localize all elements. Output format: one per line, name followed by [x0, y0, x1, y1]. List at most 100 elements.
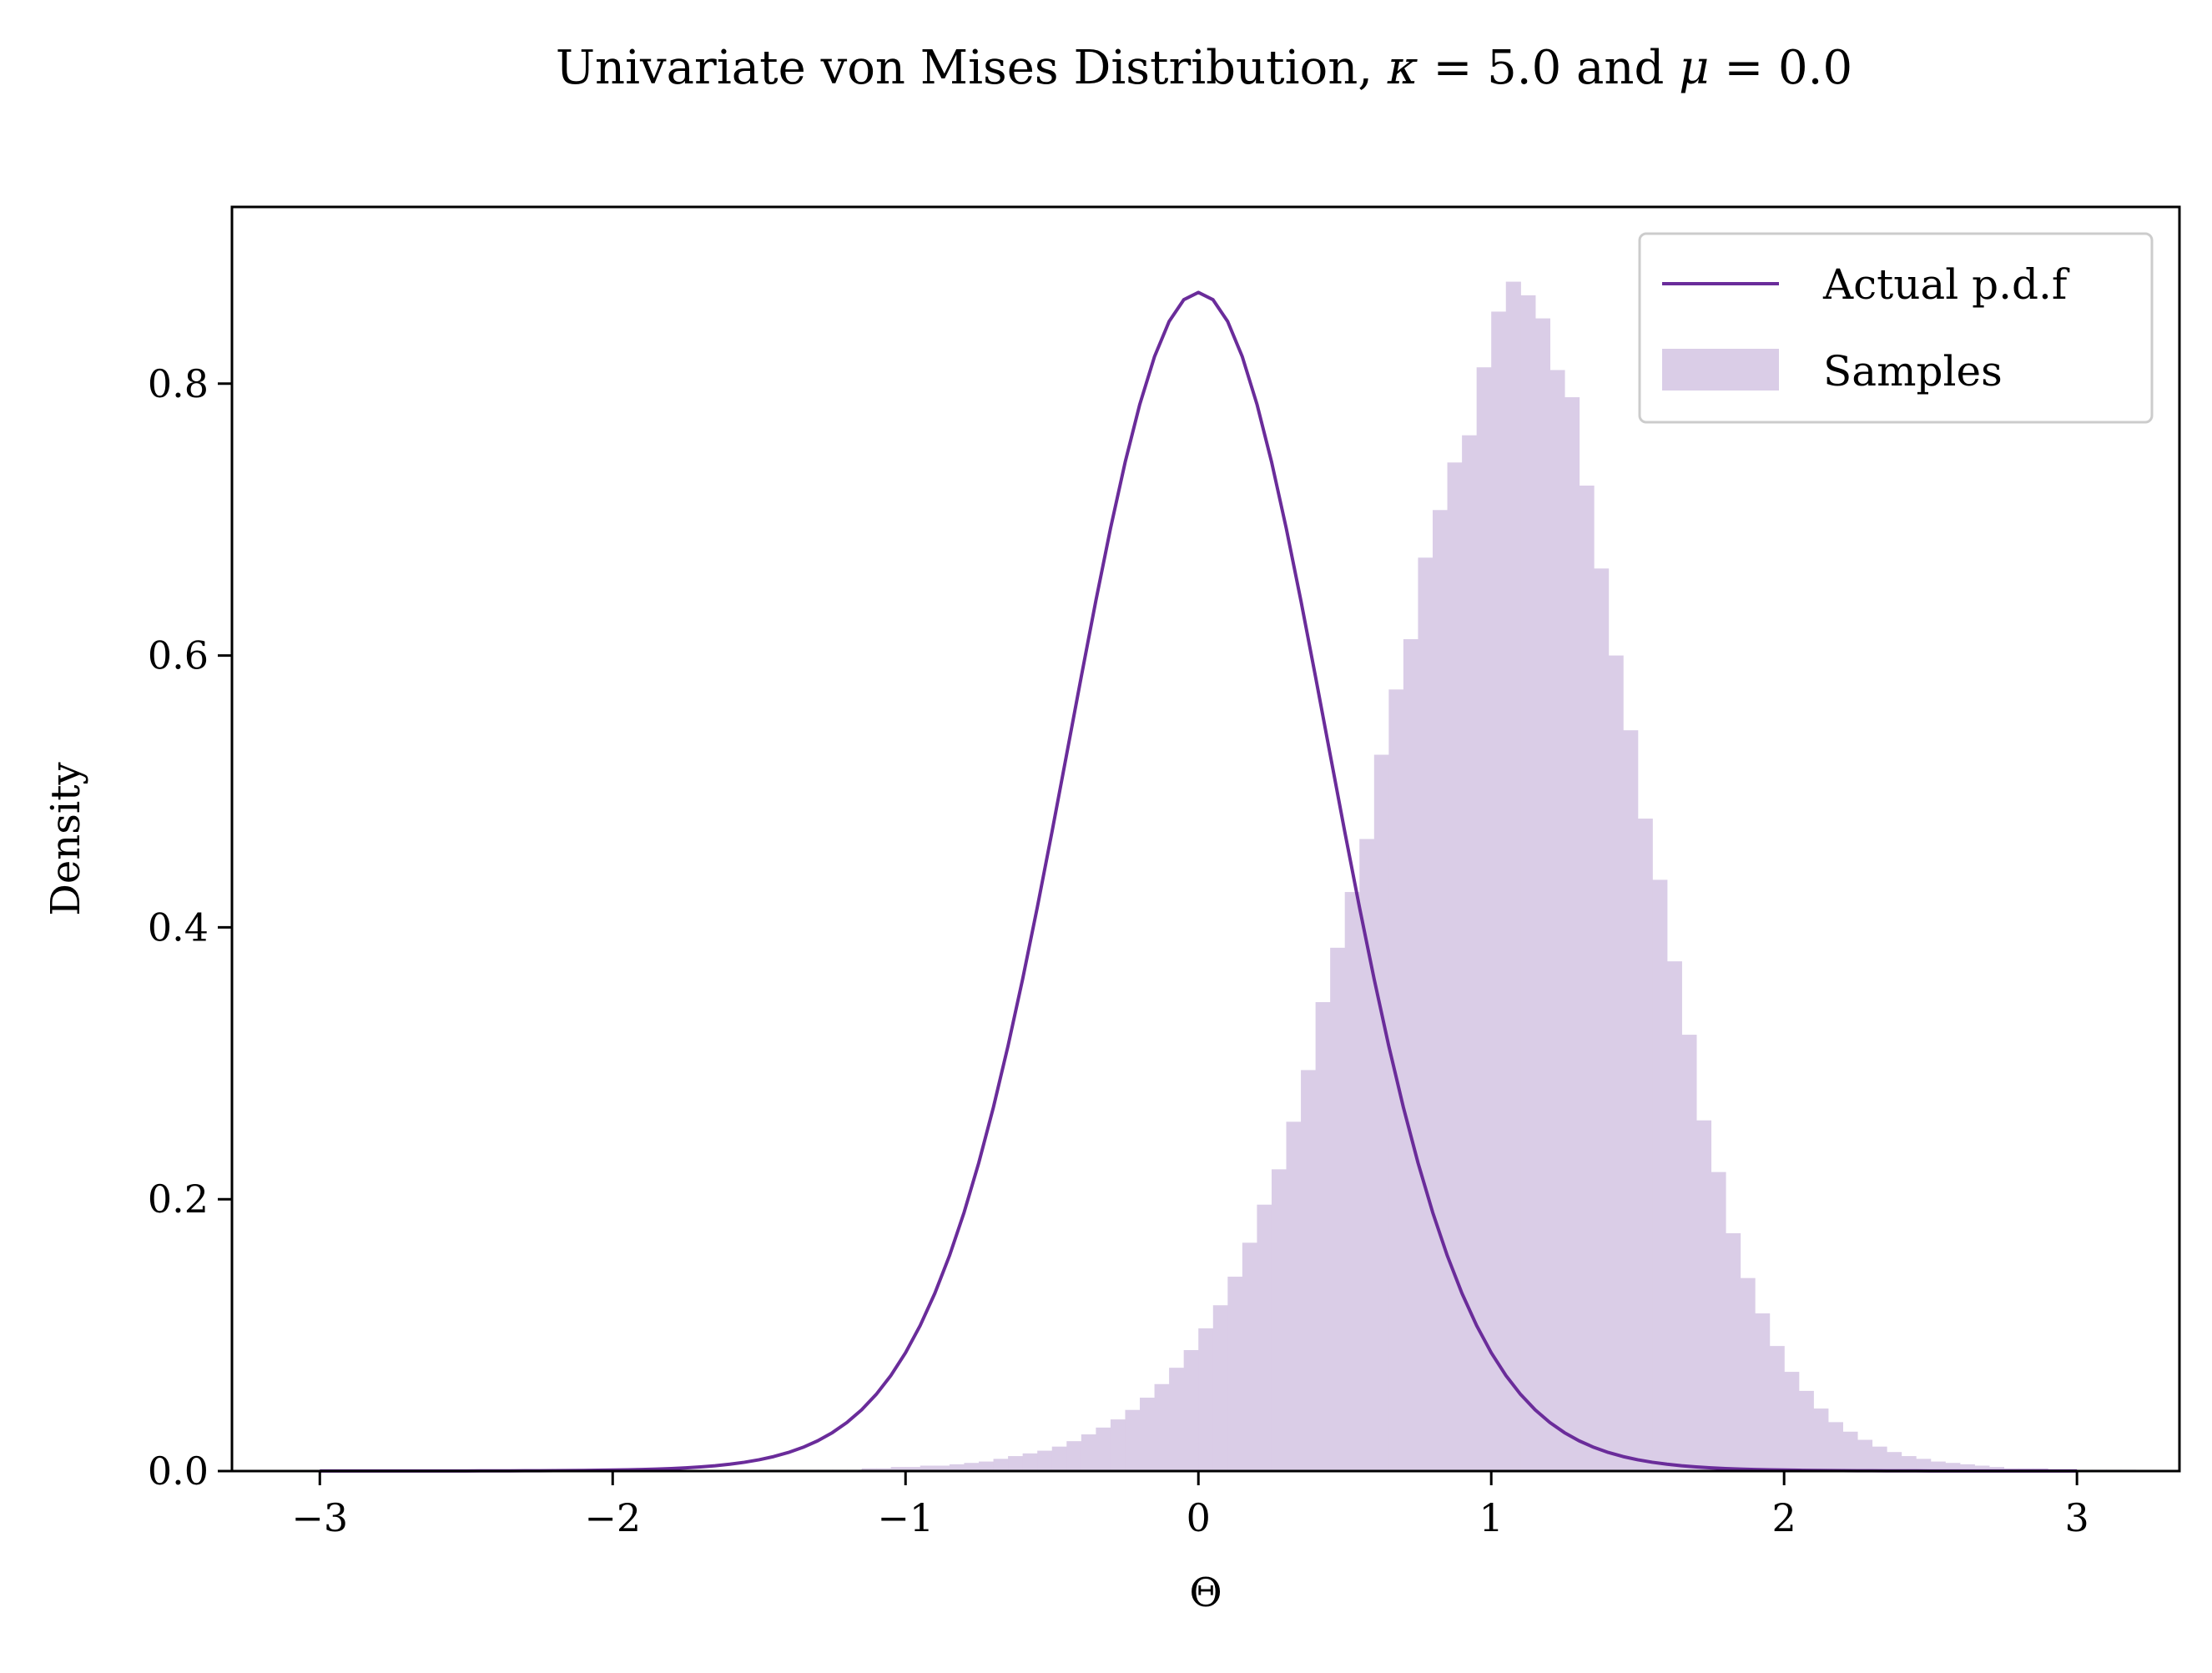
histogram-bar — [1140, 1398, 1156, 1471]
histogram-bar — [1008, 1456, 1024, 1471]
x-tick-label: −1 — [877, 1495, 934, 1540]
histogram-bar — [1330, 947, 1346, 1471]
histogram-bar — [1901, 1456, 1917, 1471]
title-kappa-symbol: κ — [1387, 41, 1418, 95]
y-tick-label: 0.8 — [148, 361, 209, 406]
histogram-bar — [993, 1459, 1009, 1471]
histogram-bar — [1462, 435, 1478, 1471]
histogram-bar — [1725, 1232, 1741, 1471]
histogram-bar — [1872, 1446, 1887, 1471]
histogram-bar — [1959, 1464, 1975, 1471]
title-kappa-value: = 5.0 and — [1418, 41, 1679, 95]
histogram-bar — [1505, 281, 1521, 1471]
histogram-bar — [1579, 485, 1595, 1471]
histogram-bar — [1974, 1465, 1990, 1471]
histogram-bar — [1930, 1461, 1946, 1471]
histogram-bar — [949, 1464, 965, 1471]
legend: Actual p.d.f Samples — [1638, 232, 2154, 424]
x-tick-label: −2 — [584, 1495, 641, 1540]
histogram-bar — [1271, 1169, 1287, 1471]
pdf-line — [320, 290, 2078, 1473]
histogram-bar — [876, 1468, 892, 1471]
histogram-bar — [1711, 1172, 1726, 1471]
histogram-bar — [1755, 1313, 1771, 1471]
histogram-bar — [890, 1467, 906, 1471]
histogram-bar — [1212, 1305, 1228, 1471]
histogram-bar — [1169, 1368, 1185, 1471]
y-axis-label: Density — [43, 762, 89, 915]
histogram-bar — [1242, 1242, 1258, 1471]
chart-title: Univariate von Mises Distribution, κ = 5… — [556, 41, 1852, 95]
histogram-bar — [1857, 1439, 1873, 1471]
histogram-bar — [905, 1467, 921, 1471]
legend-patch-swatch — [1662, 349, 1779, 391]
title-prefix: Univariate von Mises Distribution, — [556, 41, 1388, 95]
histogram-bar — [1652, 879, 1668, 1471]
x-tick-label: 2 — [1772, 1495, 1796, 1540]
histogram-bar — [1286, 1121, 1302, 1471]
x-tick-label: 1 — [1479, 1495, 1504, 1540]
histogram-bar — [1476, 367, 1492, 1471]
histogram-bar — [1740, 1277, 1756, 1471]
histogram-bar — [1549, 370, 1565, 1471]
pdf-line-group — [320, 290, 2078, 1473]
histogram-bar — [1798, 1390, 1814, 1471]
histogram-bar — [1154, 1383, 1170, 1471]
histogram-bar — [1315, 1001, 1331, 1471]
histogram-bar — [1696, 1120, 1712, 1471]
histogram-bar — [1418, 557, 1434, 1472]
y-tick-label: 0.4 — [148, 905, 209, 950]
histogram-bar — [1594, 568, 1610, 1472]
histogram-bar — [1681, 1035, 1697, 1471]
histogram-bar — [1110, 1419, 1126, 1471]
x-ticks: −3 −2 −1 0 1 2 3 — [291, 1471, 2089, 1540]
histogram-bar — [935, 1465, 950, 1471]
histogram-bar — [1301, 1070, 1317, 1471]
histogram-bar — [1608, 655, 1624, 1471]
y-tick-label: 0.2 — [148, 1177, 209, 1222]
histogram-bar — [1051, 1446, 1067, 1471]
histogram-bar — [1813, 1408, 1829, 1471]
title-mu-value: = 0.0 — [1710, 41, 1853, 95]
histogram-bars — [758, 281, 2136, 1472]
histogram-bar — [964, 1463, 980, 1471]
histogram-bar — [1491, 311, 1507, 1471]
histogram-bar — [1623, 730, 1639, 1471]
histogram-bar — [1022, 1453, 1038, 1471]
histogram-bar — [1373, 754, 1389, 1471]
histogram-bar — [1520, 295, 1536, 1471]
y-tick-label: 0.0 — [148, 1449, 209, 1494]
histogram-bar — [1784, 1372, 1800, 1471]
histogram-bar — [920, 1465, 935, 1471]
x-tick-label: 0 — [1187, 1495, 1211, 1540]
title-mu-symbol: μ — [1679, 41, 1709, 95]
legend-entry-samples: Samples — [1823, 347, 2003, 396]
axes-frame — [230, 205, 2181, 1473]
histogram-bar — [1037, 1450, 1053, 1471]
x-axis-label: Θ — [1189, 1570, 1222, 1616]
histogram-bar — [861, 1468, 877, 1471]
histogram-bar — [1769, 1346, 1785, 1471]
histogram-bar — [1887, 1452, 1902, 1471]
histogram-bar — [1096, 1427, 1111, 1471]
histogram-bar — [1227, 1277, 1243, 1471]
histogram-bar — [1257, 1204, 1272, 1471]
y-ticks: 0.0 0.2 0.4 0.6 0.8 — [148, 361, 232, 1494]
histogram-bar — [1827, 1422, 1843, 1471]
histogram-bar — [1344, 892, 1360, 1471]
histogram-bar — [978, 1461, 995, 1471]
histogram-bar — [1125, 1409, 1141, 1471]
histogram-bar — [1945, 1463, 1961, 1471]
legend-entry-actual-pdf: Actual p.d.f — [1822, 260, 2070, 309]
histogram-bar — [1988, 1467, 2005, 1471]
histogram-bar — [1183, 1350, 1199, 1471]
histogram-bar — [1447, 462, 1463, 1471]
histogram-bar — [1637, 819, 1653, 1471]
histogram-bar — [1842, 1431, 1858, 1471]
histogram-bar — [1066, 1441, 1082, 1471]
histogram-bar — [1666, 961, 1682, 1471]
histogram-bar — [1198, 1328, 1214, 1471]
y-tick-label: 0.6 — [148, 633, 209, 678]
histogram-bar — [1534, 318, 1550, 1471]
